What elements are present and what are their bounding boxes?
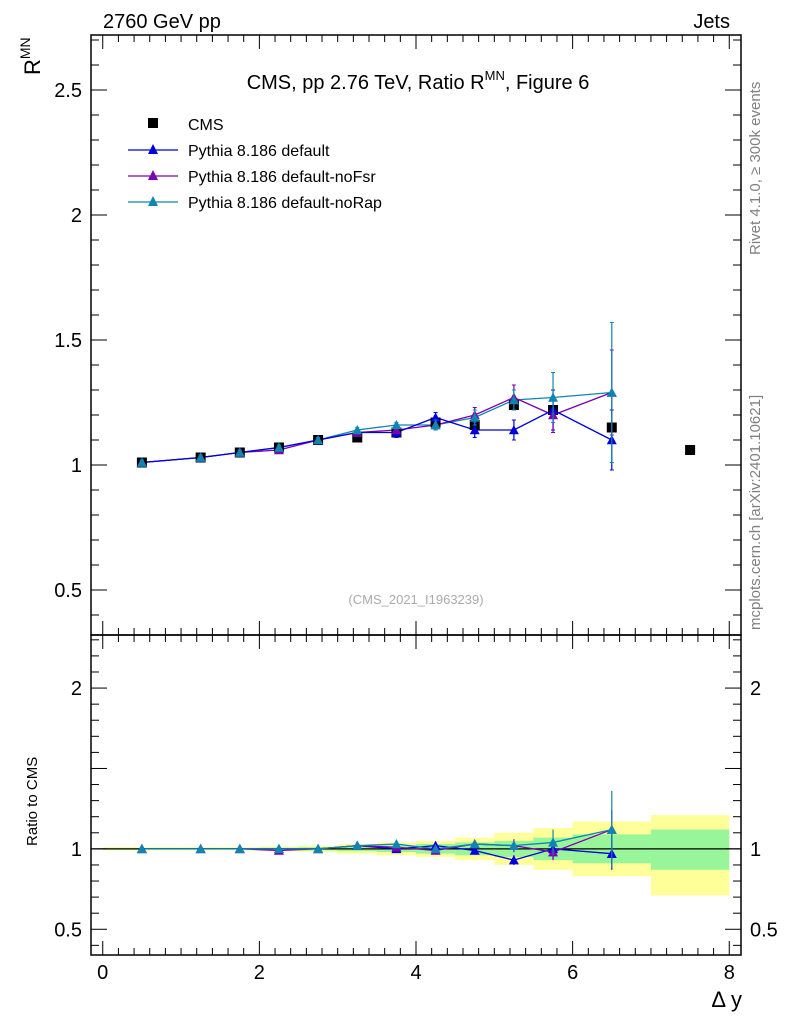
legend-marker-cms <box>148 118 158 128</box>
ratio-y-tick-label-left: 1 <box>71 839 82 861</box>
ratio-point-norap <box>391 839 402 849</box>
plot-title-sup: MN <box>485 68 505 83</box>
point-nofsr <box>391 425 402 435</box>
main-panel: (CMS_2021_I1963239) 0.5 1 1.5 2 2.5 CMS, pp … <box>17 34 742 636</box>
main-y-tick-label: 1 <box>71 455 82 477</box>
legend-marker-norap <box>148 196 158 206</box>
ratio-point-norap <box>273 843 284 854</box>
ratio-y-tick-label-right: 0.5 <box>750 919 778 941</box>
ratio-point-norap <box>195 843 206 854</box>
plot-title: CMS, pp 2.76 TeV, Ratio RMN, Figure 6 <box>247 68 590 94</box>
point-default <box>508 425 519 435</box>
point-norap <box>313 435 324 445</box>
legend-marker-default <box>148 144 158 154</box>
point-norap <box>352 425 363 435</box>
cms-data-point <box>352 432 363 443</box>
legend-label-nofsr: Pythia 8.186 default-noFsr <box>188 169 376 186</box>
ratio-point-norap <box>606 824 617 834</box>
main-y-tick-label: 0.5 <box>54 580 82 602</box>
main-y-tick-label: 2.5 <box>54 80 82 102</box>
uncertainty-band-inner <box>650 829 730 870</box>
point-default <box>469 425 480 435</box>
ratio-point-norap <box>508 840 519 850</box>
legend-label-norap: Pythia 8.186 default-noRap <box>188 195 382 212</box>
ratio-y-tick-label-right: 1 <box>750 839 761 861</box>
ratio-y-axis-label: Ratio to CMS <box>24 757 41 846</box>
point-norap <box>195 452 206 462</box>
series-line-norap <box>141 391 612 464</box>
main-y-tick-label: 1.5 <box>54 330 82 352</box>
point-norap <box>391 420 402 430</box>
point-norap <box>606 387 617 397</box>
analysis-watermark: (CMS_2021_I1963239) <box>348 592 483 607</box>
ratio-panel: 0 2 4 6 8 0.5 0.5 1 1 2 2 Ratio to CMS Δ y <box>24 634 778 1012</box>
series-line-default <box>141 409 613 464</box>
ratio-plot-frame <box>90 634 742 956</box>
y-axis-label: RMN <box>17 37 45 75</box>
ratio-point-norap <box>136 843 147 854</box>
ratio-point-norap <box>313 843 324 854</box>
rivet-info-text: Rivet 4.1.0, ≥ 300k events <box>747 82 764 255</box>
y-axis-label-main: R <box>20 59 45 75</box>
y-axis-label-sup: MN <box>17 37 33 59</box>
point-norap <box>136 457 147 467</box>
ratio-point-norap <box>430 843 441 854</box>
x-tick-label: 2 <box>254 962 265 984</box>
ratio-point-norap <box>234 843 245 854</box>
ratio-point-norap <box>548 837 559 847</box>
x-tick-label: 8 <box>724 962 735 984</box>
legend-label-default: Pythia 8.186 default <box>188 143 330 160</box>
point-norap <box>234 447 245 457</box>
ratio-y-tick-label-right: 2 <box>750 678 761 700</box>
x-tick-label: 4 <box>410 962 421 984</box>
point-norap <box>548 392 559 402</box>
mcplots-info-text: mcplots.cern.ch [arXiv:2401.10621] <box>747 395 764 630</box>
plot-title-main: CMS, pp 2.76 TeV, Ratio R <box>247 72 485 94</box>
ratio-y-tick-label-left: 2 <box>71 678 82 700</box>
legend: CMS Pythia 8.186 default Pythia 8.186 de… <box>128 117 382 212</box>
legend-label-cms: CMS <box>188 117 224 134</box>
ratio-y-tick-label-left: 0.5 <box>54 919 82 941</box>
x-axis-label: Δ y <box>711 987 742 1012</box>
point-norap <box>469 412 480 422</box>
point-norap <box>273 442 284 452</box>
plot-title-suffix: , Figure 6 <box>505 72 589 94</box>
cms-data-point <box>685 445 696 455</box>
ratio-point-norap <box>469 839 480 849</box>
energy-label: 2760 GeV pp <box>103 11 221 33</box>
ratio-line-norap <box>141 828 612 850</box>
ratio-point-default <box>469 845 480 855</box>
main-y-tick-label: 2 <box>71 205 82 227</box>
point-norap <box>508 395 519 405</box>
point-default <box>430 412 441 422</box>
x-tick-label: 0 <box>97 962 108 984</box>
legend-marker-nofsr <box>148 170 158 180</box>
ratio-point-norap <box>352 840 363 850</box>
process-label: Jets <box>693 11 730 33</box>
ratio-point-default <box>508 855 519 865</box>
x-tick-label: 6 <box>567 962 578 984</box>
point-norap <box>430 420 441 430</box>
